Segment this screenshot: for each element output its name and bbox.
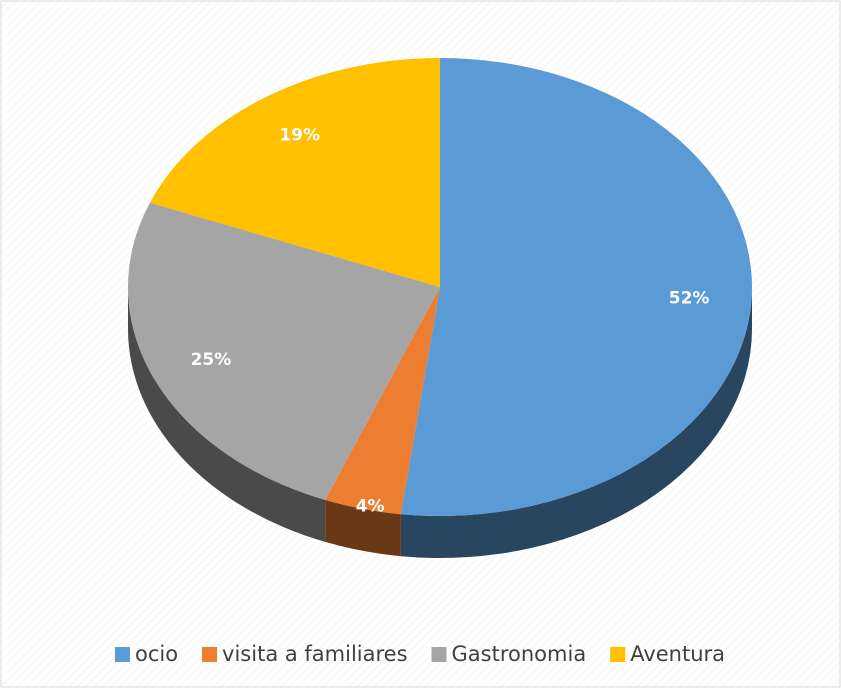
legend-label: visita a familiares — [222, 642, 407, 666]
value-label: 52% — [669, 289, 710, 309]
pie-tops — [128, 58, 752, 516]
pie-side — [325, 499, 401, 557]
legend-swatch — [202, 647, 218, 662]
pie-sides — [128, 287, 752, 558]
value-labels: 52% 4% 25% 19% — [191, 125, 710, 516]
pie-side — [128, 287, 326, 542]
legend-swatch — [610, 647, 626, 662]
pie-slice — [149, 58, 440, 287]
value-label: 25% — [191, 350, 232, 370]
pie-slice — [325, 287, 440, 515]
legend-label: ocio — [135, 642, 178, 666]
legend: ocio visita a familiares Gastronomia Aventu… — [114, 642, 725, 666]
pie-slice — [400, 58, 752, 516]
legend-label: Aventura — [630, 642, 725, 666]
value-label: 19% — [279, 125, 320, 145]
legend-label: Gastronomia — [452, 642, 587, 666]
value-label: 4% — [356, 497, 385, 517]
pie-slice — [128, 202, 440, 500]
legend-swatch — [431, 647, 447, 662]
legend-swatch — [114, 647, 130, 662]
pie-side — [400, 287, 752, 558]
